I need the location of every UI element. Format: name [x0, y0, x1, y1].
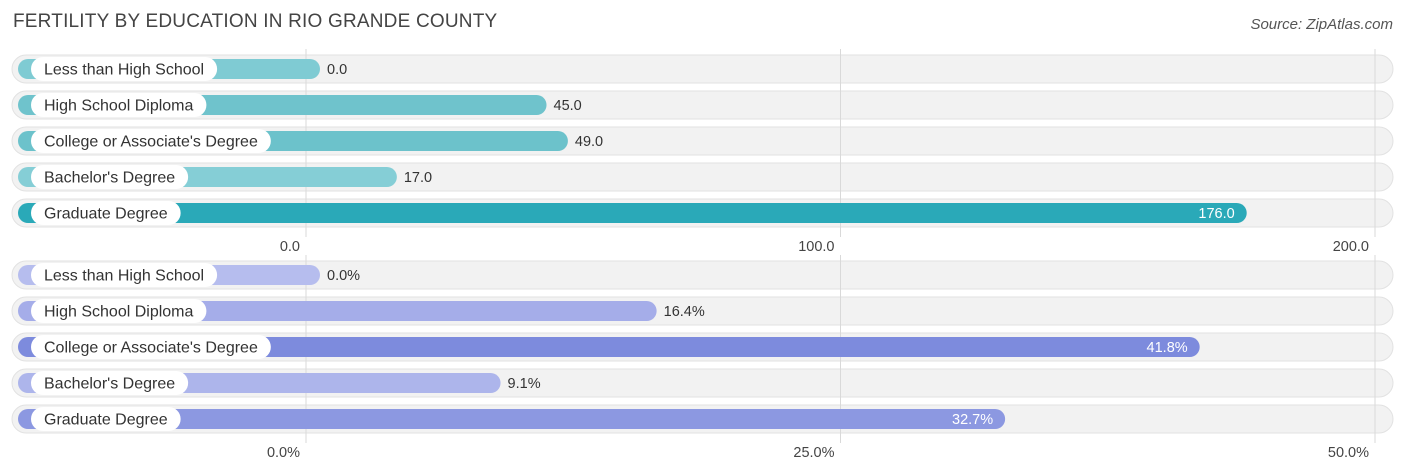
category-label: Less than High School: [44, 268, 204, 285]
bar: [18, 203, 1247, 223]
category-pill: [31, 165, 189, 189]
chart-panel-1: Less than High School 0.0 High School Dipl…: [11, 49, 1394, 255]
value-label: 17.0: [404, 170, 432, 186]
chart-panel-2: Less than High School 0.0% High School Dip…: [11, 255, 1394, 461]
category-pill: [31, 263, 218, 287]
source-label: Source: ZipAtlas.com: [1250, 16, 1393, 33]
category-pill: [31, 93, 207, 117]
category-label: Graduate Degree: [44, 412, 168, 429]
tick-label: 0.0%: [267, 445, 300, 461]
category-pill: [31, 371, 189, 395]
category-label: Bachelor's Degree: [44, 376, 175, 393]
category-pill: [31, 407, 181, 431]
bar: [18, 337, 1200, 357]
value-label: 41.8%: [1147, 340, 1188, 356]
tick-label: 25.0%: [793, 445, 834, 461]
category-pill: [31, 57, 218, 81]
tick-label: 0.0: [280, 239, 300, 255]
category-label: College or Associate's Degree: [44, 340, 258, 357]
category-label: High School Diploma: [44, 98, 194, 115]
value-label: 16.4%: [664, 304, 705, 320]
category-label: Graduate Degree: [44, 206, 168, 223]
category-pill: [31, 129, 271, 153]
tick-label: 200.0: [1333, 239, 1369, 255]
tick-label: 50.0%: [1328, 445, 1369, 461]
row-track: [11, 260, 1394, 290]
category-label: Bachelor's Degree: [44, 170, 175, 187]
bar: [18, 409, 1006, 429]
row-track: [11, 54, 1394, 84]
tick-label: 100.0: [798, 239, 834, 255]
chart-title: FERTILITY BY EDUCATION IN RIO GRANDE COU…: [13, 11, 498, 32]
value-label: 49.0: [575, 134, 603, 150]
value-label: 176.0: [1198, 206, 1234, 222]
value-label: 45.0: [554, 98, 582, 114]
category-pill: [31, 299, 207, 323]
value-label: 0.0: [327, 62, 347, 78]
category-label: Less than High School: [44, 62, 204, 79]
category-label: College or Associate's Degree: [44, 134, 258, 151]
value-label: 0.0%: [327, 268, 360, 284]
category-pill: [31, 335, 271, 359]
category-label: High School Diploma: [44, 304, 194, 321]
value-label: 32.7%: [952, 412, 993, 428]
category-pill: [31, 201, 181, 225]
value-label: 9.1%: [508, 376, 541, 392]
